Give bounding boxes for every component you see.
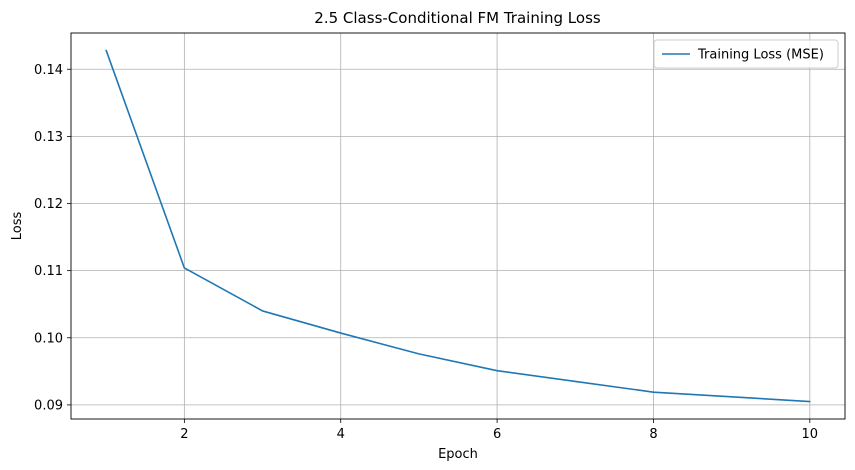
legend-box — [653, 39, 839, 69]
y-tick-label-4: 0.13 — [34, 130, 63, 145]
y-tick-label-1: 0.10 — [34, 331, 63, 346]
y-axis-label: Loss — [10, 212, 25, 241]
x-tick-label-3: 8 — [649, 427, 657, 442]
x-axis: 2 4 6 8 10 — [180, 419, 818, 442]
y-tick-label-3: 0.12 — [34, 197, 63, 212]
x-tick-label-2: 6 — [493, 427, 501, 442]
x-axis-label: Epoch — [438, 447, 478, 462]
x-tick-label-4: 10 — [802, 427, 819, 442]
y-axis: 0.09 0.10 0.11 0.12 0.13 0.14 — [34, 63, 71, 413]
plot-area-frame — [70, 32, 846, 420]
x-tick-label-0: 2 — [180, 427, 188, 442]
series-line-0 — [105, 49, 811, 403]
y-tick-label-2: 0.11 — [34, 264, 63, 279]
grid-layer — [71, 33, 845, 419]
y-tick-label-0: 0.09 — [34, 398, 63, 413]
legend-label: Training Loss (MSE) — [697, 48, 824, 63]
series-layer — [105, 49, 811, 403]
x-tick-label-1: 4 — [337, 427, 345, 442]
y-tick-label-5: 0.14 — [34, 63, 63, 78]
legend: Training Loss (MSE) — [653, 39, 839, 69]
chart-title: 2.5 Class-Conditional FM Training Loss — [314, 9, 601, 27]
